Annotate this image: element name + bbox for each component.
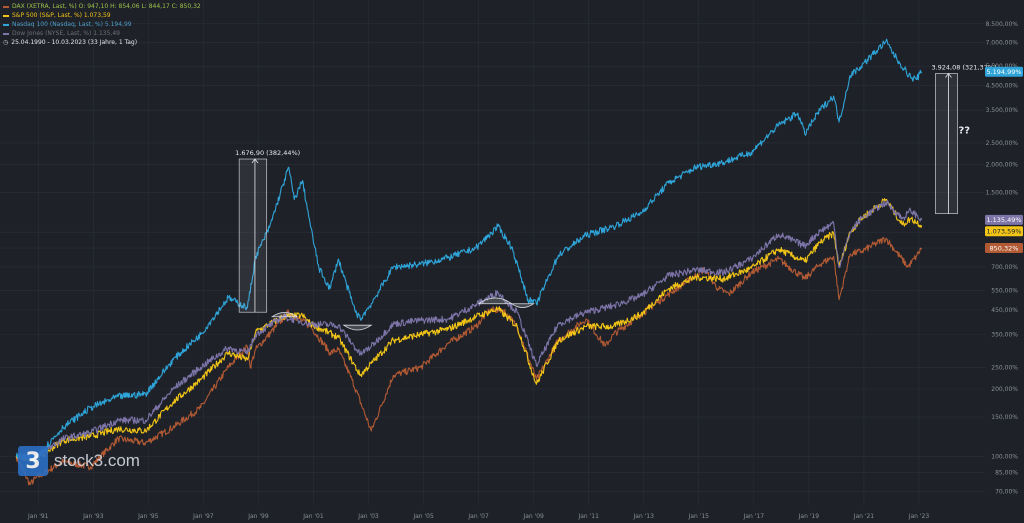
y-tick-label: 70,00% [995,488,1018,495]
x-tick-label: Jan '01 [302,513,324,520]
current-rise-box [935,73,958,215]
x-tick-label: Jan '93 [82,513,104,520]
x-tick-label: Jan '03 [357,513,379,520]
arc-marker [342,324,373,331]
legend-dax-text: DAX (XETRA, Last, %) O: 947,10 H: 854,06… [12,3,201,10]
nasdaq-value-label: 5.194,99% [986,68,1021,76]
dax-value-badge [985,243,1023,254]
legend-item-nasdaq[interactable]: Nasdaq 100 (Nasdaq, Last, %) 5.194,99 [3,20,201,29]
sp500-value-label: 1.073,59% [986,227,1021,235]
stock3-logo-mark: 3 [18,446,48,476]
y-tick-label: 200,00% [991,386,1018,393]
sp500-value-badge [985,226,1023,237]
sp500-line [15,198,923,464]
stock3-logo: 3 stock3.com [18,446,140,476]
x-tick-label: Jan '19 [798,513,820,520]
series-lines [15,38,923,486]
nasdaq-line [15,38,923,461]
legend-item-dow[interactable]: Dow Jones (NYSE, Last, %) 1.135,49 [3,29,201,38]
y-tick-label: 4.500,00% [986,83,1019,90]
clock-icon: ◷ [3,39,9,46]
arc-marker [270,311,299,318]
nasdaq-value-badge [985,66,1023,77]
y-tick-label: 5.500,00% [986,63,1019,70]
x-tick-label: Jan '09 [522,513,544,520]
chart-annotations: 1.676,90 (382,44%) 3.924,08 (321,37%)?? [235,64,996,331]
x-tick-label: Jan '99 [247,513,269,520]
x-tick-label: Jan '15 [688,513,710,520]
x-tick-label: Jan '95 [137,513,159,520]
y-tick-label: 700,00% [991,264,1018,271]
stock3-logo-text: stock3.com [54,451,140,470]
dotcom-rise-arrow-head [251,158,259,164]
chart-legend: DAX (XETRA, Last, %) O: 947,10 H: 854,06… [3,2,201,47]
nasdaq-swatch [3,23,9,26]
x-tick-label: Jan '23 [908,513,930,520]
legend-dow-text: Dow Jones (NYSE, Last, %) 1.135,49 [12,30,120,37]
y-tick-label: 8.500,00% [986,21,1019,28]
y-tick-label: 1.500,00% [986,190,1019,197]
period-text: 25.04.1990 - 10.03.2023 (33 Jahre, 1 Tag… [11,39,138,46]
x-tick-label: Jan '91 [27,513,49,520]
question-marks: ?? [958,126,970,137]
y-tick-label: 100,00% [991,454,1018,461]
dotcom-rise-box [238,158,268,313]
x-tick-label: Jan '13 [633,513,655,520]
dow-swatch [3,32,9,35]
dow-value-label: 1.135,49% [986,216,1021,224]
current-rise-label: 3.924,08 (321,37%) [931,64,996,72]
y-tick-label: 150,00% [991,414,1018,421]
y-tick-label: 2.000,00% [986,162,1019,169]
x-tick-label: Jan '11 [577,513,599,520]
dow-value-badge [985,214,1023,225]
dow-line [15,199,923,461]
legend-item-dax[interactable]: DAX (XETRA, Last, %) O: 947,10 H: 854,06… [3,2,201,11]
x-tick-label: Jan '21 [853,513,875,520]
dotcom-rise-label: 1.676,90 (382,44%) [235,149,300,157]
y-tick-label: 85,00% [995,469,1018,476]
x-tick-label: Jan '07 [467,513,489,520]
y-tick-label: 550,00% [991,287,1018,294]
dax-value-label: 850,32% [990,244,1019,252]
y-tick-label: 350,00% [991,331,1018,338]
legend-item-sp500[interactable]: S&P 500 (S&P, Last, %) 1.073,59 [3,11,201,20]
y-tick-label: 450,00% [991,307,1018,314]
legend-sp500-text: S&P 500 (S&P, Last, %) 1.073,59 [12,12,111,19]
current-rise-arrow-head [945,72,952,78]
x-axis: Jan '91 Jan '93 Jan '95 Jan '97 Jan '99 Jan '… [27,513,929,520]
y-tick-label: 3.500,00% [986,107,1019,114]
arc-marker [510,303,535,308]
legend-nasdaq-text: Nasdaq 100 (Nasdaq, Last, %) 5.194,99 [12,21,132,28]
x-tick-label: Jan '97 [192,513,214,520]
x-tick-label: Jan '17 [743,513,765,520]
y-tick-label: 2.500,00% [986,140,1019,147]
x-tick-label: Jan '05 [412,513,434,520]
dax-swatch [3,5,9,8]
sp500-swatch [3,14,9,17]
y-tick-label: 250,00% [991,364,1018,371]
legend-period: ◷ 25.04.1990 - 10.03.2023 (33 Jahre, 1 T… [3,38,201,47]
y-tick-label: 7.000,00% [986,40,1019,47]
last-value-labels: 5.194,99% 1.135,49% 1.073,59% 850,32% [985,66,1023,254]
dax-line [15,236,923,486]
